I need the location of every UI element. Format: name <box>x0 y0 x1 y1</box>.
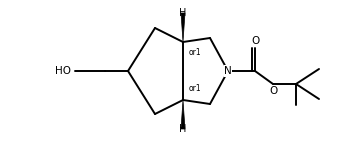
Text: or1: or1 <box>189 48 201 57</box>
Text: HO: HO <box>55 66 71 76</box>
Text: N: N <box>224 66 232 76</box>
Text: H: H <box>179 124 187 134</box>
Text: O: O <box>269 86 277 96</box>
Text: H: H <box>179 8 187 18</box>
Polygon shape <box>181 100 185 129</box>
Polygon shape <box>181 13 185 42</box>
Text: O: O <box>251 36 259 46</box>
Text: or1: or1 <box>189 83 201 92</box>
